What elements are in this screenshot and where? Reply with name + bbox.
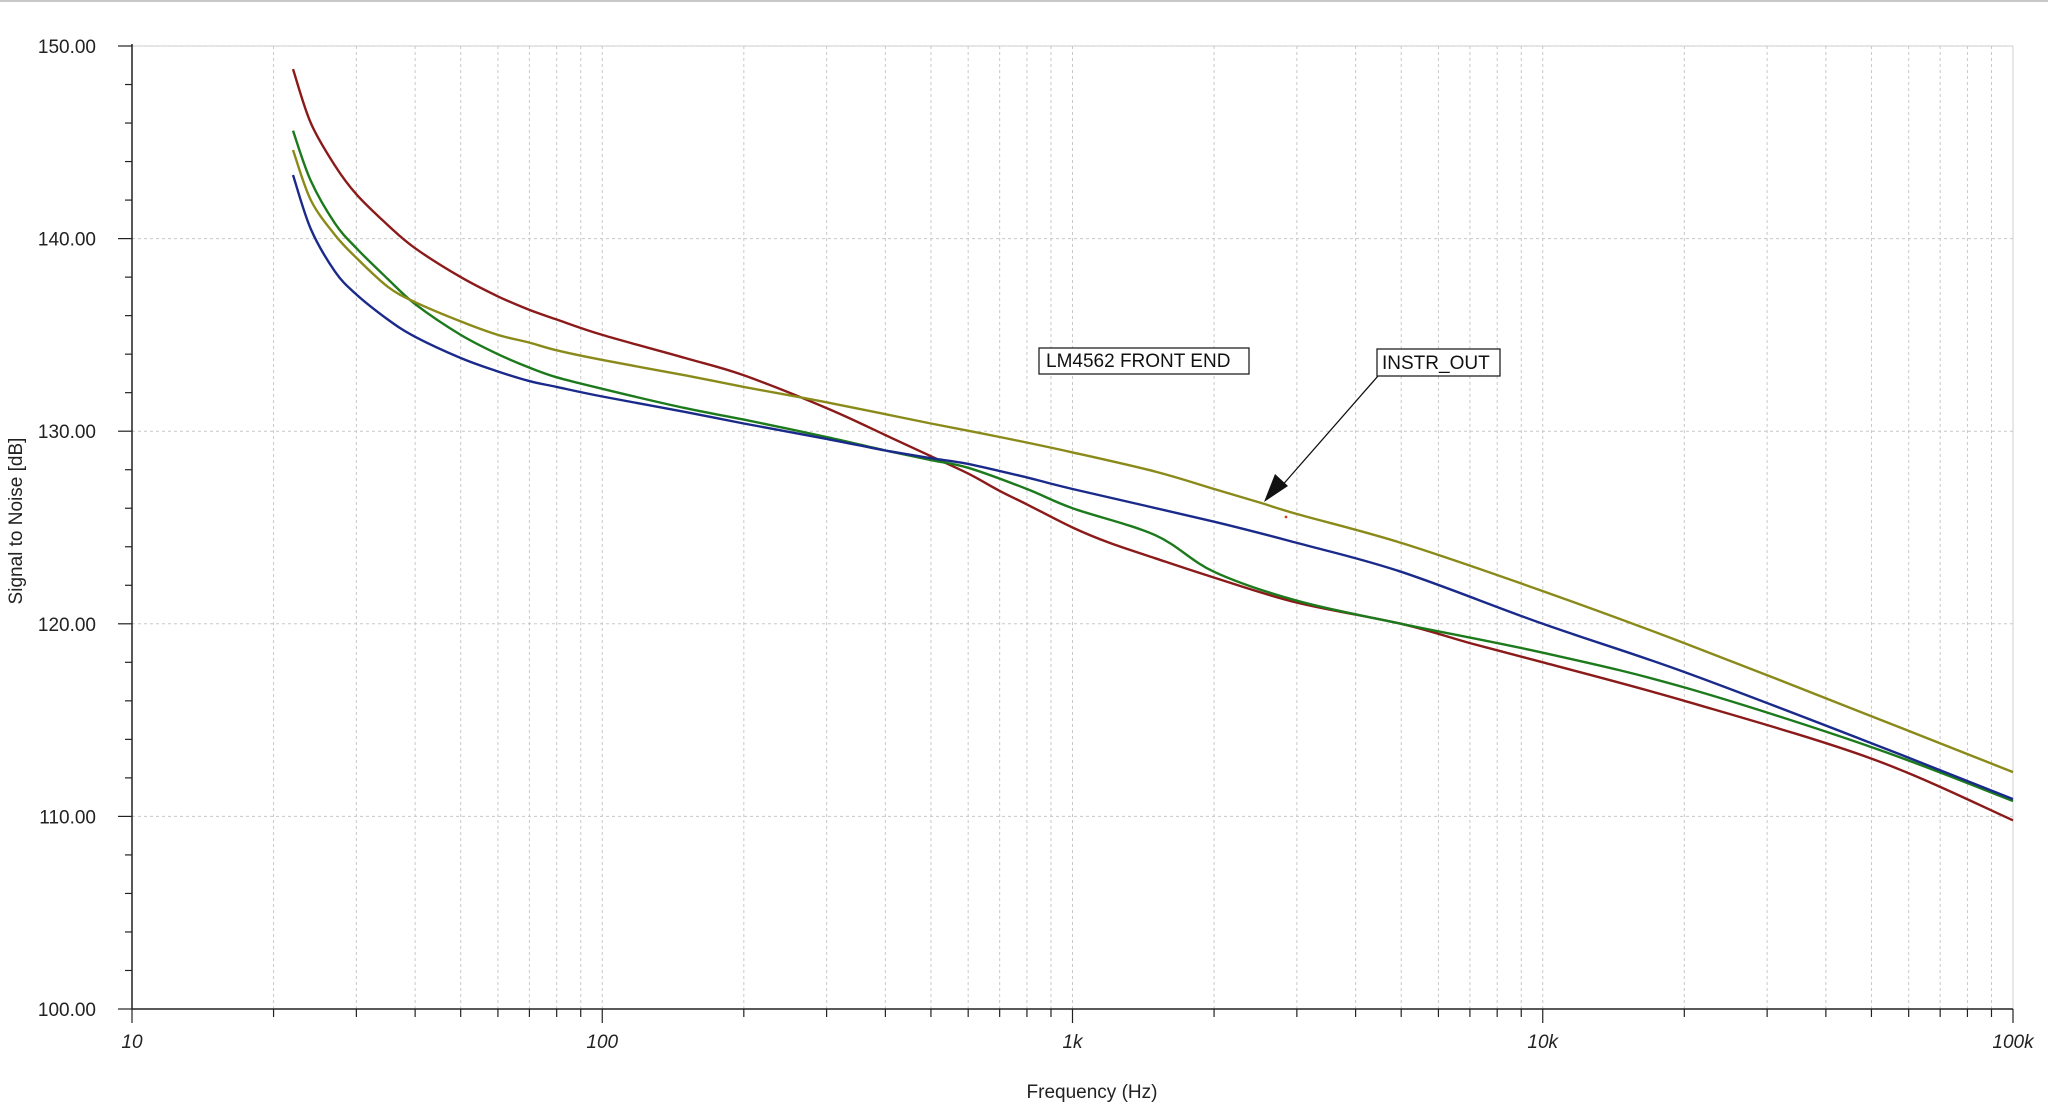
x-tick-label: 1k xyxy=(1062,1032,1084,1053)
y-tick-label: 120.00 xyxy=(38,615,96,636)
cursor-dot xyxy=(1284,515,1288,519)
y-tick-label: 110.00 xyxy=(39,807,96,828)
series-line-3 xyxy=(291,174,2014,801)
x-tick-label: 10k xyxy=(1527,1032,1559,1053)
y-tick-label: 100.00 xyxy=(38,1000,96,1021)
y-tick-label: 150.00 xyxy=(38,37,96,58)
annotation-lm4562: LM4562 FRONT END xyxy=(1038,347,1250,375)
series-line-4 xyxy=(291,149,2014,774)
annotation-instr-out-text: INSTR_OUT xyxy=(1382,353,1490,374)
x-tick-label: 100k xyxy=(1992,1032,2035,1053)
annotation-arrow-line xyxy=(1279,375,1379,489)
y-tick-label: 130.00 xyxy=(38,422,96,443)
x-tick-label: 10 xyxy=(121,1032,143,1053)
annotation-lm4562-text: LM4562 FRONT END xyxy=(1046,351,1230,372)
annotation-box xyxy=(1038,347,1250,375)
annotation-instr-out: INSTR_OUT xyxy=(1264,348,1501,502)
annotation-arrowhead xyxy=(1264,474,1288,502)
series-group xyxy=(291,68,2014,822)
y-axis-label: Signal to Noise [dB] xyxy=(6,438,27,605)
y-tick-label: 140.00 xyxy=(38,230,96,251)
x-axis-label: Frequency (Hz) xyxy=(1027,1082,1158,1103)
x-tick-label: 100 xyxy=(586,1032,618,1053)
grid xyxy=(132,45,2014,1009)
annotation-box xyxy=(1376,348,1501,377)
axes: 100.00 110.00 120.00 130.00 140.00 150.00 10 10… xyxy=(38,37,2035,1053)
